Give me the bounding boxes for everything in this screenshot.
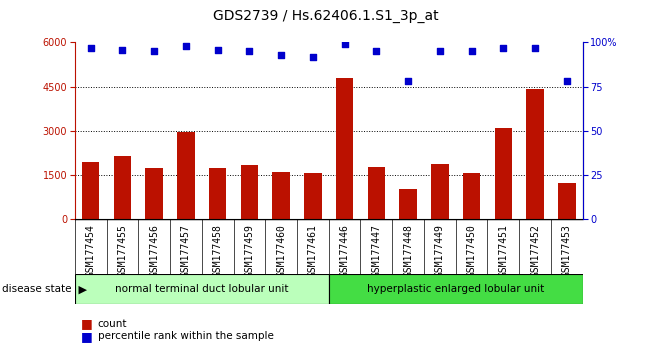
Bar <box>209 168 227 219</box>
Point <box>212 47 223 52</box>
Bar <box>526 89 544 219</box>
Point <box>181 43 191 49</box>
Bar <box>114 156 132 219</box>
Text: normal terminal duct lobular unit: normal terminal duct lobular unit <box>115 284 288 295</box>
Text: GSM177452: GSM177452 <box>530 224 540 277</box>
Bar <box>241 165 258 219</box>
Point <box>435 48 445 54</box>
Text: GSM177457: GSM177457 <box>181 224 191 277</box>
Point <box>530 45 540 51</box>
Text: disease state: disease state <box>2 284 72 295</box>
Text: GSM177458: GSM177458 <box>213 224 223 277</box>
Bar <box>495 128 512 219</box>
Bar <box>368 167 385 219</box>
Point <box>244 48 255 54</box>
Bar <box>329 274 583 304</box>
Text: GSM177453: GSM177453 <box>562 224 572 277</box>
Text: GSM177456: GSM177456 <box>149 224 159 277</box>
Point <box>117 47 128 52</box>
Text: GSM177448: GSM177448 <box>403 224 413 277</box>
Point <box>85 45 96 51</box>
Point <box>466 48 477 54</box>
Text: GSM177451: GSM177451 <box>498 224 508 277</box>
Point <box>403 79 413 84</box>
Text: ■: ■ <box>81 330 93 343</box>
Bar <box>75 274 329 304</box>
Text: GSM177454: GSM177454 <box>86 224 96 277</box>
Text: ■: ■ <box>81 318 93 330</box>
Text: GSM177449: GSM177449 <box>435 224 445 277</box>
Bar <box>272 172 290 219</box>
Text: hyperplastic enlarged lobular unit: hyperplastic enlarged lobular unit <box>367 284 544 295</box>
Bar <box>463 173 480 219</box>
Point <box>149 48 159 54</box>
Bar <box>399 188 417 219</box>
Text: GSM177460: GSM177460 <box>276 224 286 277</box>
Bar <box>558 183 575 219</box>
Point <box>308 54 318 59</box>
Bar <box>82 162 100 219</box>
Point <box>498 45 508 51</box>
Bar <box>304 173 322 219</box>
Bar <box>177 132 195 219</box>
Point <box>371 48 381 54</box>
Text: GSM177450: GSM177450 <box>467 224 477 277</box>
Text: percentile rank within the sample: percentile rank within the sample <box>98 331 273 341</box>
Bar <box>431 164 449 219</box>
Text: GSM177446: GSM177446 <box>340 224 350 277</box>
Text: GSM177455: GSM177455 <box>117 224 128 277</box>
Point <box>276 52 286 58</box>
Text: GSM177447: GSM177447 <box>371 224 381 277</box>
Bar <box>145 168 163 219</box>
Point <box>562 79 572 84</box>
Text: GSM177459: GSM177459 <box>244 224 255 277</box>
Text: GDS2739 / Hs.62406.1.S1_3p_at: GDS2739 / Hs.62406.1.S1_3p_at <box>213 9 438 23</box>
Text: GSM177461: GSM177461 <box>308 224 318 277</box>
Text: ▶: ▶ <box>75 284 87 295</box>
Bar <box>336 79 353 219</box>
Point <box>339 41 350 47</box>
Text: count: count <box>98 319 127 329</box>
